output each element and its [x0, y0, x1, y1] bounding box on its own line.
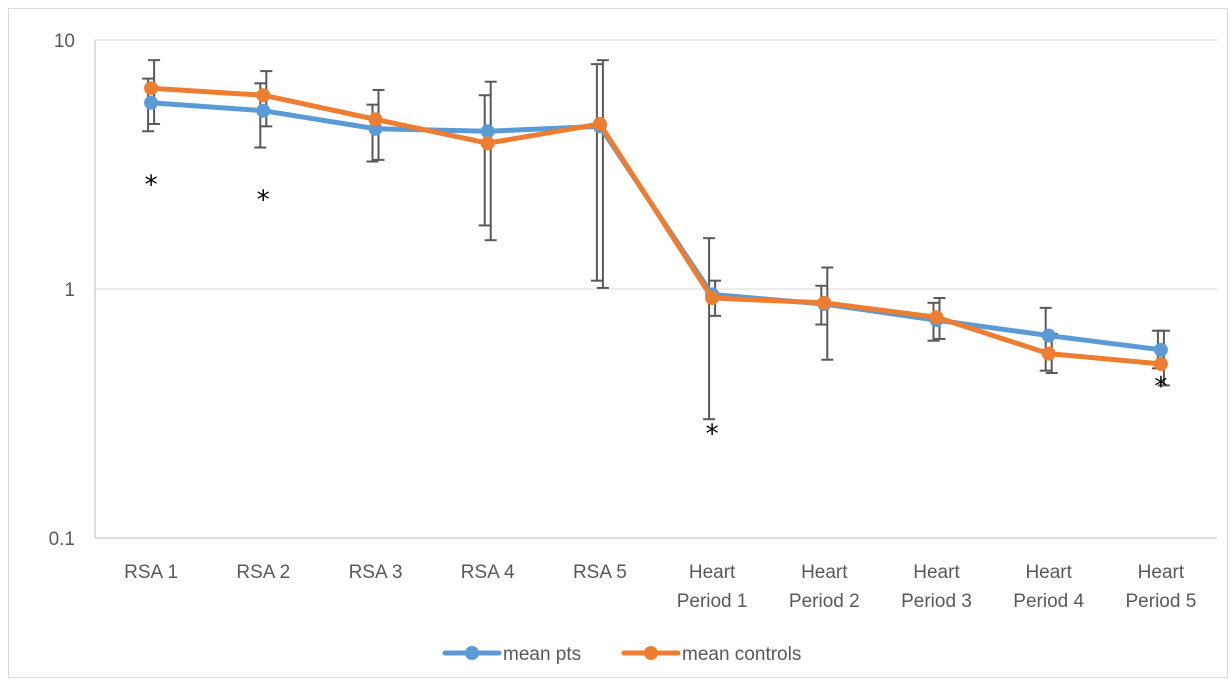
y-tick-label: 0.1	[49, 529, 75, 550]
legend-marker	[465, 646, 479, 660]
data-point	[144, 81, 159, 96]
data-point	[480, 124, 495, 139]
series-layer	[144, 81, 1168, 371]
annotations: * * * *	[145, 171, 1168, 450]
data-point	[929, 310, 944, 325]
series-line-mean-pts	[148, 100, 1164, 353]
data-point	[1153, 342, 1168, 357]
x-tick-label: RSA 4	[461, 562, 515, 583]
data-point	[256, 103, 271, 118]
legend-label: mean controls	[682, 644, 801, 665]
data-point	[592, 116, 607, 131]
significance-marker: *	[706, 420, 719, 450]
series-line-mean-controls	[148, 85, 1164, 367]
data-point	[1041, 328, 1056, 343]
x-tick-label: Heart Period 4	[1013, 562, 1084, 612]
significance-marker: *	[257, 186, 270, 216]
data-point	[705, 291, 720, 306]
data-point	[144, 95, 159, 110]
x-tick-label: Heart Period 1	[677, 562, 748, 612]
x-tick-label: Heart Period 2	[789, 562, 860, 612]
x-tick-label: Heart Period 5	[1126, 562, 1197, 612]
legend-label: mean pts	[503, 644, 581, 665]
x-tick-label: RSA 5	[573, 562, 627, 583]
data-point	[1153, 356, 1168, 371]
x-tick-label: RSA 1	[124, 562, 178, 583]
x-tick-label: RSA 3	[349, 562, 403, 583]
data-point	[256, 88, 271, 103]
y-tick-label: 10	[54, 31, 75, 52]
significance-marker: *	[1154, 372, 1167, 402]
grid-layer	[95, 39, 1217, 290]
legend-marker	[644, 646, 658, 660]
legend: mean pts mean controls	[442, 644, 801, 665]
x-tick-label: Heart Period 3	[901, 562, 972, 612]
x-tick-label: RSA 2	[236, 562, 290, 583]
data-point	[480, 136, 495, 151]
data-point	[1041, 346, 1056, 361]
axis-layer: 10 1 0.1 RSA 1 RSA 2 RSA 3 RSA 4 RSA 5 Heart Peri…	[49, 31, 1217, 612]
significance-marker: *	[145, 171, 158, 201]
data-point	[368, 112, 383, 127]
chart-frame	[8, 8, 1228, 678]
data-point	[817, 295, 832, 310]
y-tick-label: 1	[64, 280, 75, 301]
